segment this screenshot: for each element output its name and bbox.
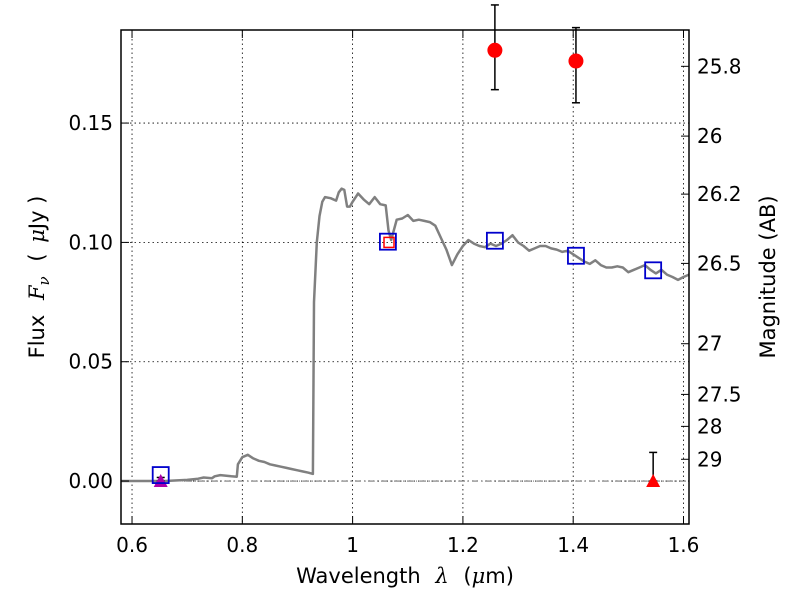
y2-tick-label: 27.5 bbox=[697, 382, 742, 406]
grid bbox=[121, 30, 689, 524]
y2-tick-label: 26.2 bbox=[697, 182, 742, 206]
y-axis-label-symbol: F bbox=[25, 284, 49, 301]
y2-tick-label: 28 bbox=[697, 414, 722, 438]
x-axis-label: Wavelength λ (μm) bbox=[296, 564, 514, 588]
synthetic-photometry-marker bbox=[644, 261, 663, 280]
x-axis-label-prefix: Wavelength bbox=[296, 564, 421, 588]
x-axis-label-open: ( bbox=[463, 564, 471, 588]
y-axis-label: Flux Fν ( μJy ) bbox=[25, 196, 54, 359]
x-tick-label: 1.2 bbox=[447, 533, 479, 557]
y-tick-label: 0.10 bbox=[68, 230, 113, 254]
y-tick-label: 0.15 bbox=[68, 111, 113, 135]
x-tick-label: 0.6 bbox=[116, 533, 148, 557]
y-axis-label-prefix: Flux bbox=[25, 315, 49, 359]
y-axis-label-unit-symbol: μ bbox=[25, 229, 49, 243]
y-tick-label: 0.00 bbox=[68, 469, 113, 493]
x-axis-label-unit: m) bbox=[485, 564, 514, 588]
x-axis-label-unit-symbol: μ bbox=[472, 564, 486, 588]
x-tick-label: 0.8 bbox=[226, 533, 258, 557]
nondetection-marker bbox=[383, 236, 395, 249]
y-axis-label-unit: Jy ) bbox=[25, 196, 49, 232]
y2-tick-label: 26 bbox=[697, 124, 722, 148]
synthetic-photometry-marker bbox=[485, 231, 504, 250]
synthetic-photometry-marker bbox=[567, 246, 585, 265]
series-layer bbox=[121, 4, 690, 488]
x-axis-label-symbol: λ bbox=[434, 564, 448, 588]
synthetic-photometry-marker bbox=[379, 232, 397, 251]
y-axis-label-subscript: ν bbox=[35, 276, 53, 285]
y2-axis-label: Magnitude (AB) bbox=[756, 195, 780, 358]
model-sed-line bbox=[121, 187, 690, 483]
y-tick-label: 0.05 bbox=[68, 350, 113, 374]
y-axis-label-open: ( bbox=[25, 253, 49, 261]
x-tick-label: 1 bbox=[346, 533, 359, 557]
y2-tick-label: 29 bbox=[697, 447, 722, 471]
observed-detection-marker bbox=[568, 53, 584, 69]
y2-tick-label: 27 bbox=[697, 332, 722, 356]
x-tick-label: 1.4 bbox=[557, 533, 589, 557]
plot-frame bbox=[120, 29, 690, 525]
x-tick-label: 1.6 bbox=[668, 533, 700, 557]
y2-tick-label: 26.5 bbox=[697, 251, 742, 275]
observed-detection-marker bbox=[487, 42, 503, 58]
y2-tick-label: 25.8 bbox=[697, 54, 742, 78]
upper-limit-triangle bbox=[646, 474, 661, 488]
ticks: 0.6 0.8 1 1.2 1.4 1.6 0.00 0.05 0.10 0.15 25.8 26 26… bbox=[68, 30, 742, 557]
synthetic-photometry-marker bbox=[151, 466, 170, 484]
